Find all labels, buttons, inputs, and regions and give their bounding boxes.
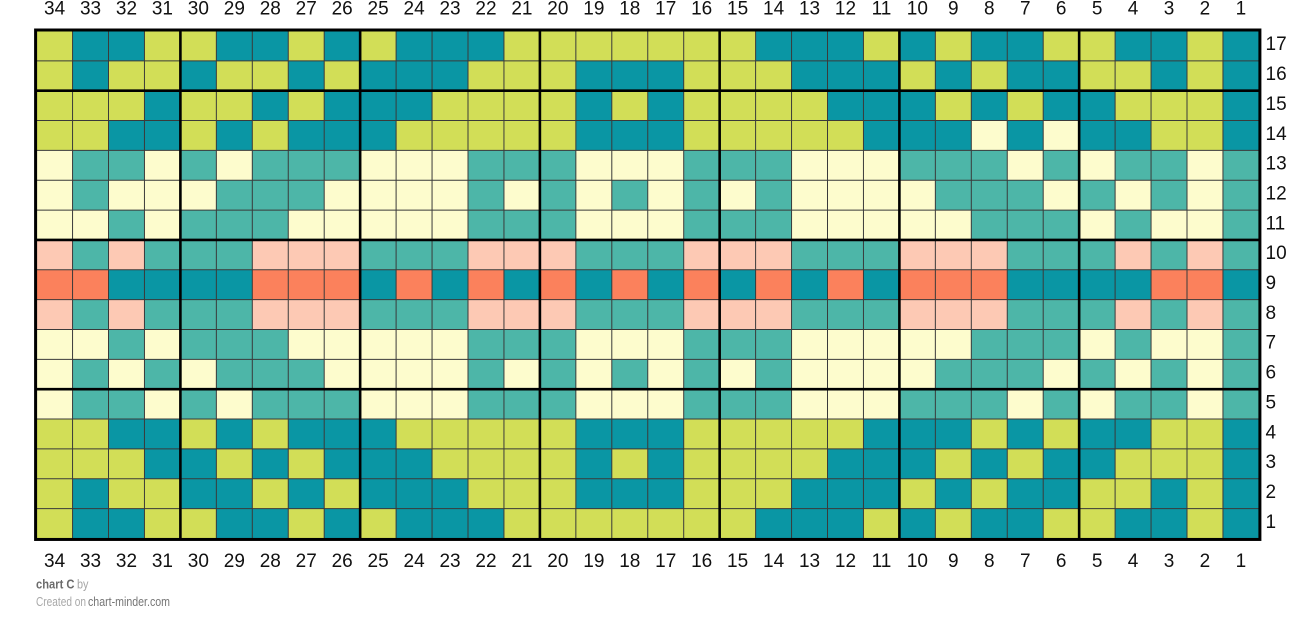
svg-text:Created on: Created on (36, 594, 86, 609)
svg-text:31: 31 (152, 551, 173, 572)
svg-text:9: 9 (948, 551, 959, 572)
svg-text:17: 17 (655, 551, 676, 572)
svg-text:2: 2 (1200, 0, 1211, 19)
svg-text:chart C: chart C (36, 576, 75, 591)
svg-text:7: 7 (1020, 551, 1031, 572)
svg-text:9: 9 (948, 0, 959, 19)
svg-text:14: 14 (763, 551, 785, 572)
svg-text:19: 19 (583, 551, 604, 572)
svg-text:3: 3 (1266, 452, 1277, 473)
svg-text:chart-minder.com: chart-minder.com (88, 594, 170, 609)
svg-text:32: 32 (116, 551, 137, 572)
svg-text:8: 8 (1266, 303, 1277, 324)
svg-text:19: 19 (583, 0, 604, 19)
svg-text:10: 10 (1266, 243, 1287, 264)
svg-text:17: 17 (1266, 34, 1287, 55)
svg-text:6: 6 (1266, 363, 1277, 384)
svg-text:26: 26 (332, 551, 353, 572)
svg-text:14: 14 (763, 0, 785, 19)
svg-text:27: 27 (296, 0, 317, 19)
svg-text:6: 6 (1056, 0, 1067, 19)
svg-text:15: 15 (727, 551, 748, 572)
svg-text:8: 8 (984, 0, 995, 19)
svg-text:16: 16 (1266, 64, 1287, 85)
svg-text:7: 7 (1266, 333, 1277, 354)
svg-text:9: 9 (1266, 273, 1277, 294)
svg-text:33: 33 (80, 551, 101, 572)
svg-text:29: 29 (224, 0, 245, 19)
svg-text:by: by (77, 576, 89, 591)
svg-text:12: 12 (1266, 183, 1287, 204)
svg-text:15: 15 (1266, 94, 1287, 115)
svg-text:4: 4 (1266, 422, 1277, 443)
svg-text:14: 14 (1266, 124, 1288, 145)
svg-text:16: 16 (691, 551, 712, 572)
svg-text:5: 5 (1092, 551, 1103, 572)
svg-text:30: 30 (188, 0, 209, 19)
svg-text:21: 21 (511, 551, 532, 572)
svg-text:15: 15 (727, 0, 748, 19)
svg-text:5: 5 (1092, 0, 1103, 19)
svg-text:6: 6 (1056, 551, 1067, 572)
svg-text:34: 34 (44, 0, 66, 19)
svg-text:31: 31 (152, 0, 173, 19)
svg-text:7: 7 (1020, 0, 1031, 19)
svg-text:26: 26 (332, 0, 353, 19)
svg-text:16: 16 (691, 0, 712, 19)
svg-text:22: 22 (475, 0, 496, 19)
svg-text:4: 4 (1128, 0, 1139, 19)
svg-text:23: 23 (439, 0, 460, 19)
svg-text:1: 1 (1266, 512, 1277, 533)
svg-text:11: 11 (872, 551, 892, 572)
svg-text:28: 28 (260, 0, 281, 19)
svg-text:1: 1 (1236, 551, 1247, 572)
svg-text:2: 2 (1266, 482, 1277, 503)
svg-text:18: 18 (619, 551, 640, 572)
svg-text:28: 28 (260, 551, 281, 572)
svg-text:21: 21 (511, 0, 532, 19)
svg-text:2: 2 (1200, 551, 1211, 572)
svg-text:11: 11 (872, 0, 892, 19)
svg-text:8: 8 (984, 551, 995, 572)
svg-text:23: 23 (439, 551, 460, 572)
svg-text:34: 34 (44, 551, 66, 572)
svg-text:17: 17 (655, 0, 676, 19)
svg-text:13: 13 (799, 551, 820, 572)
svg-text:20: 20 (547, 0, 568, 19)
svg-text:20: 20 (547, 551, 568, 572)
svg-text:12: 12 (835, 551, 856, 572)
svg-text:30: 30 (188, 551, 209, 572)
svg-text:29: 29 (224, 551, 245, 572)
svg-text:1: 1 (1236, 0, 1247, 19)
svg-text:24: 24 (404, 0, 426, 19)
svg-text:3: 3 (1164, 0, 1175, 19)
svg-text:27: 27 (296, 551, 317, 572)
svg-text:11: 11 (1266, 213, 1286, 234)
svg-text:32: 32 (116, 0, 137, 19)
svg-text:22: 22 (475, 551, 496, 572)
svg-text:10: 10 (907, 551, 928, 572)
svg-text:12: 12 (835, 0, 856, 19)
svg-text:25: 25 (368, 551, 389, 572)
svg-text:33: 33 (80, 0, 101, 19)
svg-text:5: 5 (1266, 392, 1277, 413)
svg-text:13: 13 (1266, 154, 1287, 175)
svg-text:13: 13 (799, 0, 820, 19)
svg-text:10: 10 (907, 0, 928, 19)
svg-text:24: 24 (404, 551, 426, 572)
svg-text:18: 18 (619, 0, 640, 19)
svg-text:4: 4 (1128, 551, 1139, 572)
svg-text:3: 3 (1164, 551, 1175, 572)
svg-text:25: 25 (368, 0, 389, 19)
